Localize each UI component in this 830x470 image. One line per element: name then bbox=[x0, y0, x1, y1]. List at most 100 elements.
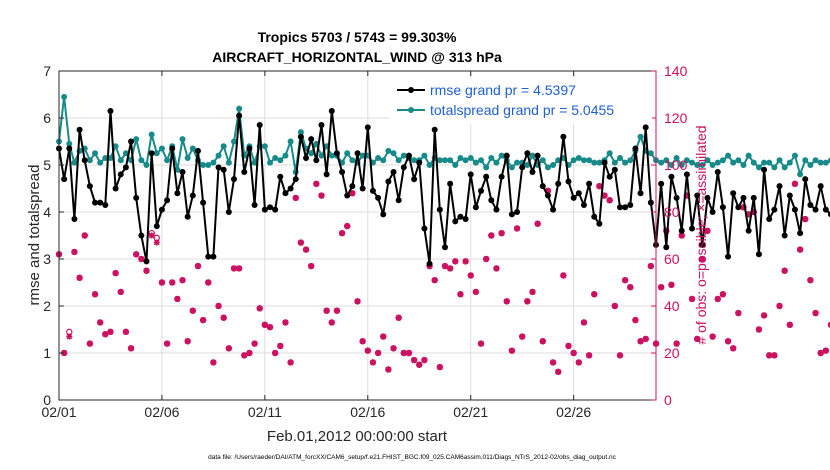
obs-assimilated-point bbox=[555, 368, 562, 375]
asterisk-stroke bbox=[143, 267, 150, 274]
asterisk-stroke bbox=[725, 338, 731, 345]
spread-point bbox=[714, 159, 721, 166]
y-tick-label: 6 bbox=[43, 110, 51, 126]
rmse-point bbox=[200, 199, 207, 206]
rmse-point bbox=[102, 201, 109, 208]
obs-assimilated-point bbox=[637, 338, 644, 345]
rmse-point bbox=[457, 213, 464, 220]
asterisk-stroke bbox=[601, 192, 608, 199]
spread-point bbox=[164, 157, 171, 164]
asterisk-stroke bbox=[303, 246, 309, 253]
asterisk-stroke bbox=[97, 319, 104, 326]
spread-point bbox=[740, 162, 747, 168]
asterisk-stroke bbox=[637, 338, 644, 345]
asterisk-stroke bbox=[421, 357, 428, 363]
spread-point bbox=[143, 162, 150, 168]
obs-assimilated-point bbox=[771, 352, 778, 359]
obs-assimilated-point bbox=[483, 256, 490, 262]
obs-assimilated-point bbox=[323, 307, 330, 314]
spread-point bbox=[174, 166, 181, 173]
y-axis-label: rmse and totalspread bbox=[26, 165, 43, 306]
x-tick-label: 02/21 bbox=[453, 404, 488, 420]
obs-assimilated-point bbox=[390, 345, 397, 352]
obs-assimilated-point bbox=[586, 352, 593, 359]
rmse-point bbox=[246, 145, 253, 152]
obs-assimilated-point bbox=[529, 288, 536, 295]
asterisk-stroke bbox=[406, 350, 412, 356]
y-tick-label: 3 bbox=[43, 251, 51, 267]
spread-point bbox=[86, 157, 93, 164]
asterisk-stroke bbox=[776, 303, 783, 309]
y2-tick-label: 40 bbox=[664, 298, 680, 314]
spread-point bbox=[158, 145, 165, 152]
spread-point bbox=[658, 159, 665, 166]
spread-point bbox=[539, 157, 546, 164]
rmse-point bbox=[380, 211, 387, 218]
legend-spread-label: totalspread grand pr = 5.0455 bbox=[430, 102, 614, 118]
obs-assimilated-point bbox=[812, 310, 819, 317]
asterisk-stroke bbox=[339, 230, 345, 236]
spread-point bbox=[133, 136, 140, 143]
spread-point bbox=[663, 157, 670, 164]
spread-point bbox=[596, 159, 603, 166]
obs-assimilated-point bbox=[761, 312, 768, 319]
obs-assimilated-point bbox=[488, 232, 495, 239]
rmse-point bbox=[328, 107, 335, 114]
x-tick-label: 02/11 bbox=[248, 404, 282, 420]
rmse-point bbox=[313, 157, 320, 164]
spread-point bbox=[807, 162, 814, 168]
y-tick-label: 2 bbox=[43, 298, 51, 314]
asterisk-stroke bbox=[457, 291, 464, 298]
asterisk-stroke bbox=[205, 279, 212, 286]
asterisk-stroke bbox=[802, 216, 809, 222]
spread-point bbox=[570, 157, 577, 164]
obs-assimilated-point bbox=[251, 340, 258, 347]
obs-assimilated-point bbox=[313, 180, 320, 187]
obs-assimilated-point bbox=[318, 192, 325, 199]
asterisk-stroke bbox=[277, 343, 284, 349]
asterisk-stroke bbox=[442, 263, 448, 269]
obs-assimilated-point bbox=[128, 345, 135, 352]
asterisk-stroke bbox=[153, 239, 160, 246]
rmse-point bbox=[781, 232, 788, 239]
spread-point bbox=[709, 162, 716, 168]
spread-point bbox=[827, 157, 830, 164]
rmse-point bbox=[601, 159, 608, 166]
obs-assimilated-point bbox=[272, 350, 279, 356]
obs-assimilated-point bbox=[591, 291, 598, 298]
rmse-point bbox=[107, 107, 114, 114]
spread-point bbox=[627, 157, 634, 164]
rmse-point bbox=[570, 194, 577, 201]
asterisk-stroke bbox=[292, 195, 299, 201]
asterisk-stroke bbox=[642, 336, 649, 342]
spread-point bbox=[529, 152, 536, 159]
rmse-point bbox=[730, 190, 737, 197]
rmse-point bbox=[632, 145, 639, 152]
spread-point bbox=[236, 105, 243, 112]
obs-assimilated-point bbox=[169, 279, 176, 286]
rmse-point bbox=[220, 166, 227, 173]
rmse-point bbox=[251, 201, 258, 208]
spread-point bbox=[318, 152, 325, 159]
obs-assimilated-point bbox=[524, 298, 531, 305]
asterisk-stroke bbox=[282, 319, 289, 326]
spread-point bbox=[699, 162, 706, 168]
obs-assimilated-point bbox=[261, 321, 268, 328]
rmse-point bbox=[668, 173, 675, 180]
rmse-point bbox=[555, 180, 562, 187]
rmse-point bbox=[452, 218, 459, 225]
rmse-point bbox=[303, 154, 310, 161]
spread-point bbox=[205, 162, 212, 168]
asterisk-stroke bbox=[71, 249, 78, 255]
spread-point bbox=[441, 157, 448, 164]
rmse-point bbox=[333, 150, 340, 157]
obs-assimilated-point bbox=[287, 359, 294, 366]
rmse-point bbox=[431, 126, 438, 133]
obs-assimilated-point bbox=[550, 359, 557, 366]
obs-assimilated-point bbox=[200, 317, 207, 324]
spread-point bbox=[730, 159, 737, 166]
spread-point bbox=[725, 152, 732, 159]
obs-assimilated-point bbox=[349, 190, 356, 197]
spread-point bbox=[678, 162, 685, 168]
rmse-point bbox=[544, 192, 551, 199]
